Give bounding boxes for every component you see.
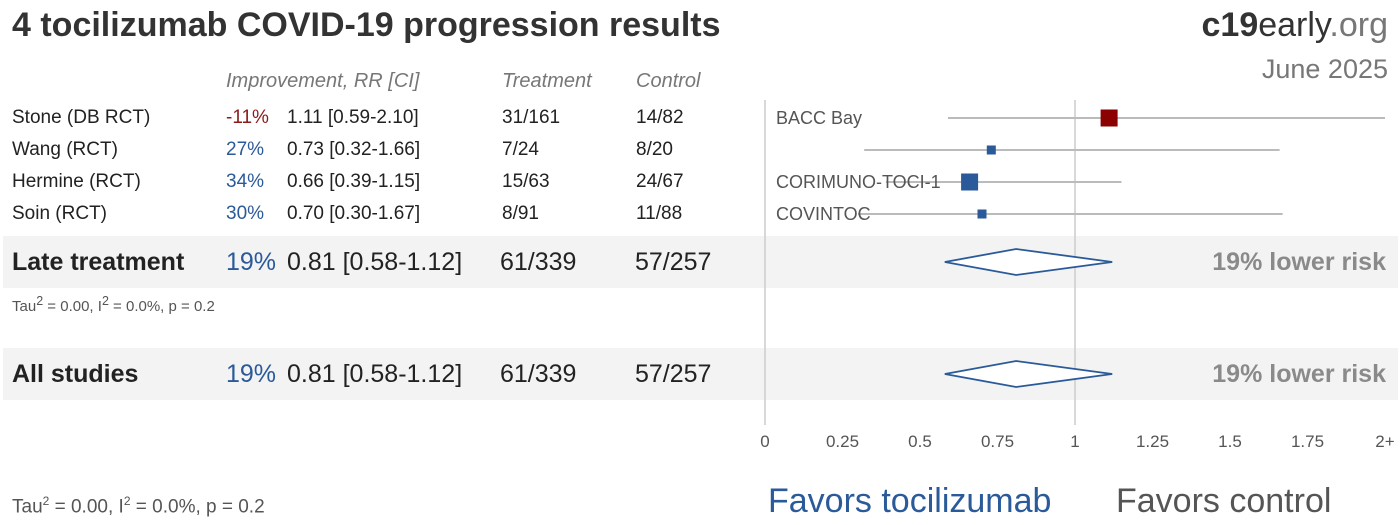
x-tick-label: 0.75	[981, 432, 1014, 451]
study-improvement: 30%	[226, 203, 265, 224]
study-rr: 1.11 [0.59-2.10]	[287, 107, 419, 128]
late-treatment-diamond	[944, 248, 1113, 276]
date-label: June 2025	[1261, 54, 1388, 84]
study-rr: 0.73 [0.32-1.66]	[287, 139, 421, 160]
effect-marker	[986, 145, 996, 155]
treatment-header: Treatment	[502, 70, 592, 92]
page-title: 4 tocilizumab COVID-19 progression resul…	[12, 6, 721, 44]
study-control: 14/82	[636, 107, 684, 128]
study-name: Soin (RCT)	[12, 203, 108, 224]
study-improvement: 27%	[226, 139, 265, 160]
x-tick-label: 0.5	[908, 432, 932, 451]
all-studies-treatment: 61/339	[500, 360, 577, 388]
all-studies-risk: 19% lower risk	[1212, 360, 1386, 388]
study-control: 8/20	[636, 139, 673, 160]
late-treatment-rr: 0.81 [0.58-1.12]	[287, 248, 463, 276]
late-treatment-band	[3, 236, 1398, 288]
all-studies-control: 57/257	[635, 360, 712, 388]
study-plot-label: BACC Bay	[776, 108, 862, 128]
x-tick-label: 1.25	[1136, 432, 1169, 451]
x-tick-label: 2+	[1375, 432, 1394, 451]
favors-control-label: Favors control	[1116, 482, 1332, 520]
late-treatment-risk: 19% lower risk	[1212, 248, 1386, 276]
all-studies-diamond	[944, 360, 1113, 388]
study-treatment: 7/24	[502, 139, 539, 160]
all-studies-band	[3, 348, 1398, 400]
late-treatment-treatment: 61/339	[500, 248, 577, 276]
control-header: Control	[636, 70, 701, 92]
study-improvement: 34%	[226, 171, 265, 192]
study-rr: 0.70 [0.30-1.67]	[287, 203, 421, 224]
study-treatment: 31/161	[502, 107, 561, 128]
x-tick-label: 1.75	[1291, 432, 1324, 451]
study-rr: 0.66 [0.39-1.15]	[287, 171, 421, 192]
all-studies-rr: 0.81 [0.58-1.12]	[287, 360, 463, 388]
late-treatment-stats: Tau2 = 0.00, I2 = 0.0%, p = 0.2	[12, 294, 215, 315]
favors-treatment-label: Favors tocilizumab	[768, 482, 1052, 520]
effect-marker	[977, 209, 987, 219]
study-name: Stone (DB RCT)	[12, 107, 151, 128]
improvement-header: Improvement, RR [CI]	[226, 70, 420, 92]
study-control: 24/67	[636, 171, 684, 192]
study-improvement: -11%	[226, 107, 269, 128]
all-studies-improvement: 19%	[226, 360, 277, 388]
study-treatment: 15/63	[502, 171, 550, 192]
brand-logo: c19early.org	[1201, 6, 1389, 44]
x-tick-label: 1	[1070, 432, 1079, 451]
effect-marker	[961, 173, 979, 191]
x-tick-label: 1.5	[1218, 432, 1242, 451]
late-treatment-control: 57/257	[635, 248, 712, 276]
study-plot-label: COVINTOC	[776, 204, 871, 224]
study-name: Wang (RCT)	[12, 139, 118, 160]
all-studies-stats: Tau2 = 0.00, I2 = 0.0%, p = 0.2	[12, 494, 265, 518]
study-name: Hermine (RCT)	[12, 171, 141, 192]
study-treatment: 8/91	[502, 203, 539, 224]
late-treatment-improvement: 19%	[226, 248, 277, 276]
all-studies-label: All studies	[12, 360, 139, 388]
x-tick-label: 0.25	[826, 432, 859, 451]
effect-marker	[1100, 109, 1118, 127]
x-tick-label: 0	[760, 432, 769, 451]
study-plot-label: CORIMUNO-TOCI-1	[776, 172, 941, 192]
late-treatment-label: Late treatment	[12, 248, 185, 276]
study-control: 11/88	[636, 203, 683, 224]
